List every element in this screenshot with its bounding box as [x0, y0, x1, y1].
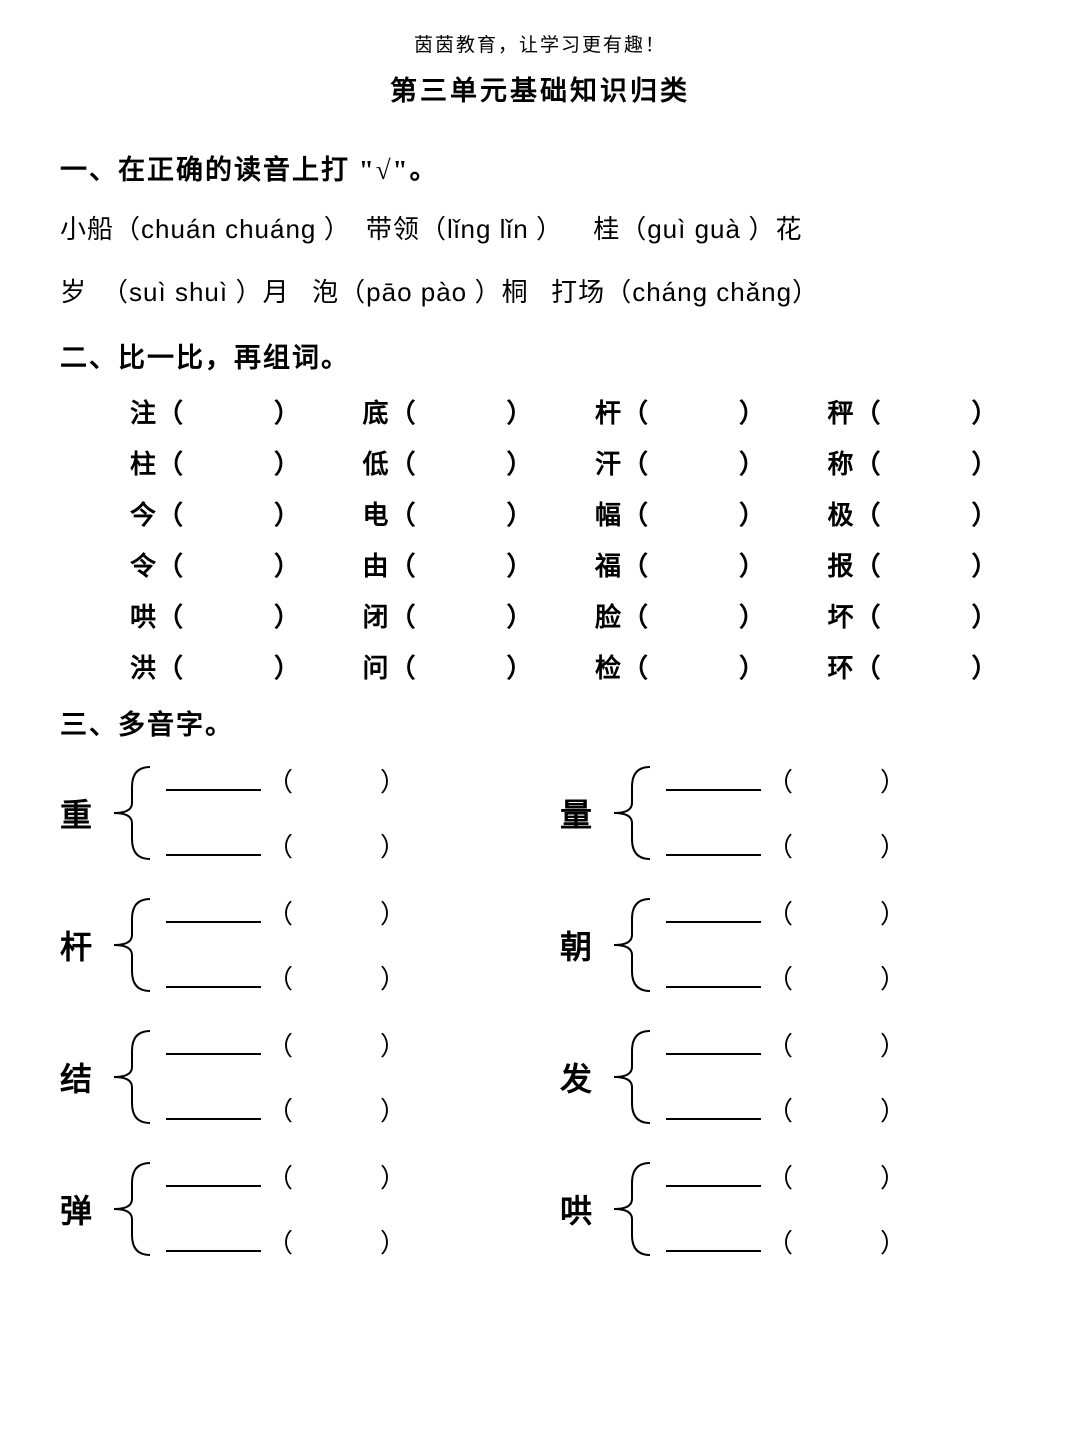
char: 由	[363, 552, 390, 581]
compare-grid: 注（） 底（） 杆（） 秤（） 柱（） 低（） 汗（） 称（） 今（） 电（） …	[130, 393, 1020, 685]
poly-char: 发	[560, 1054, 600, 1100]
brace-icon	[108, 1027, 154, 1127]
compare-row: 今（） 电（） 幅（） 极（）	[130, 495, 1020, 532]
compare-row: 令（） 由（） 福（） 报（）	[130, 546, 1020, 583]
blank-line: （）	[166, 1223, 406, 1260]
blank-line: （）	[666, 1026, 906, 1063]
poly-char: 重	[60, 790, 100, 836]
pinyin: pāo pào	[366, 277, 467, 307]
word: 小船	[60, 215, 114, 244]
section2-title: 二、比一比，再组词。	[60, 336, 1020, 375]
char: 幅	[595, 501, 622, 530]
pinyin: suì shuì	[129, 277, 228, 307]
section3-title: 三、多音字。	[60, 703, 1020, 742]
compare-row: 洪（） 问（） 检（） 环（）	[130, 648, 1020, 685]
poly-item: 发 （） （）	[560, 1026, 1000, 1128]
blank-line: （）	[166, 959, 406, 996]
poly-item: 重 （） （）	[60, 762, 500, 864]
char: 哄	[130, 603, 157, 632]
blank-line: （）	[666, 894, 906, 931]
blank-line: （）	[666, 762, 906, 799]
char: 闭	[363, 603, 390, 632]
compare-row: 哄（） 闭（） 脸（） 坏（）	[130, 597, 1020, 634]
blank-line: （）	[166, 1091, 406, 1128]
suffix: 花	[775, 215, 802, 244]
section1-title: 一、在正确的读音上打 "√"。	[60, 148, 1020, 187]
poly-char: 结	[60, 1054, 100, 1100]
header-note: 茵茵教育，让学习更有趣！	[60, 30, 1020, 57]
word: 泡	[312, 278, 339, 307]
brace-icon	[608, 1027, 654, 1127]
char: 福	[595, 552, 622, 581]
pinyin: lǐng lǐn	[447, 214, 529, 244]
blank-line: （）	[666, 1091, 906, 1128]
char: 坏	[828, 603, 855, 632]
char: 底	[363, 399, 390, 428]
blank-line: （）	[666, 959, 906, 996]
char: 报	[828, 552, 855, 581]
poly-row: 结 （） （） 发 （） （）	[60, 1026, 1020, 1128]
suffix: 月	[263, 278, 290, 307]
blank-line: （）	[666, 827, 906, 864]
char: 环	[828, 654, 855, 683]
char: 今	[130, 501, 157, 530]
brace-icon	[608, 1159, 654, 1259]
poly-char: 哄	[560, 1186, 600, 1232]
poly-row: 重 （） （） 量 （） （）	[60, 762, 1020, 864]
char: 极	[828, 501, 855, 530]
poly-row: 杆 （） （） 朝 （） （）	[60, 894, 1020, 996]
char: 汗	[595, 450, 622, 479]
poly-item: 哄 （） （）	[560, 1158, 1000, 1260]
poly-item: 弹 （） （）	[60, 1158, 500, 1260]
main-title: 第三单元基础知识归类	[60, 69, 1020, 108]
blank-line: （）	[166, 762, 406, 799]
char: 注	[130, 399, 157, 428]
suffix: 桐	[502, 278, 529, 307]
blank-line: （）	[666, 1223, 906, 1260]
poly-item: 杆 （） （）	[60, 894, 500, 996]
pinyin: cháng chǎng	[632, 277, 792, 307]
brace-icon	[608, 895, 654, 995]
word: 岁	[60, 278, 87, 307]
char: 柱	[130, 450, 157, 479]
poly-item: 结 （） （）	[60, 1026, 500, 1128]
char: 检	[595, 654, 622, 683]
compare-row: 注（） 底（） 杆（） 秤（）	[130, 393, 1020, 430]
char: 低	[363, 450, 390, 479]
polyphonic-section: 重 （） （） 量 （） （） 杆 （） （） 朝	[60, 762, 1020, 1260]
char: 洪	[130, 654, 157, 683]
char: 杆	[595, 399, 622, 428]
word: 桂	[593, 215, 620, 244]
char: 问	[363, 654, 390, 683]
poly-char: 弹	[60, 1186, 100, 1232]
brace-icon	[608, 763, 654, 863]
section1-line2: 岁 （suì shuì ）月 泡（pāo pào ）桐 打场（cháng chǎ…	[60, 268, 1020, 317]
brace-icon	[108, 763, 154, 863]
blank-line: （）	[166, 827, 406, 864]
blank-line: （）	[166, 894, 406, 931]
poly-item: 量 （） （）	[560, 762, 1000, 864]
poly-char: 朝	[560, 922, 600, 968]
poly-char: 量	[560, 790, 600, 836]
char: 脸	[595, 603, 622, 632]
char: 令	[130, 552, 157, 581]
section1-line1: 小船（chuán chuáng ） 带领（lǐng lǐn ） 桂（guì gu…	[60, 205, 1020, 254]
pinyin: guì guà	[647, 214, 741, 244]
char: 秤	[828, 399, 855, 428]
compare-row: 柱（） 低（） 汗（） 称（）	[130, 444, 1020, 481]
poly-row: 弹 （） （） 哄 （） （）	[60, 1158, 1020, 1260]
blank-line: （）	[166, 1158, 406, 1195]
char: 电	[363, 501, 390, 530]
poly-item: 朝 （） （）	[560, 894, 1000, 996]
blank-line: （）	[166, 1026, 406, 1063]
char: 称	[828, 450, 855, 479]
word: 带领	[366, 215, 420, 244]
poly-char: 杆	[60, 922, 100, 968]
word: 打场	[551, 278, 605, 307]
brace-icon	[108, 1159, 154, 1259]
brace-icon	[108, 895, 154, 995]
blank-line: （）	[666, 1158, 906, 1195]
pinyin: chuán chuáng	[141, 214, 316, 244]
